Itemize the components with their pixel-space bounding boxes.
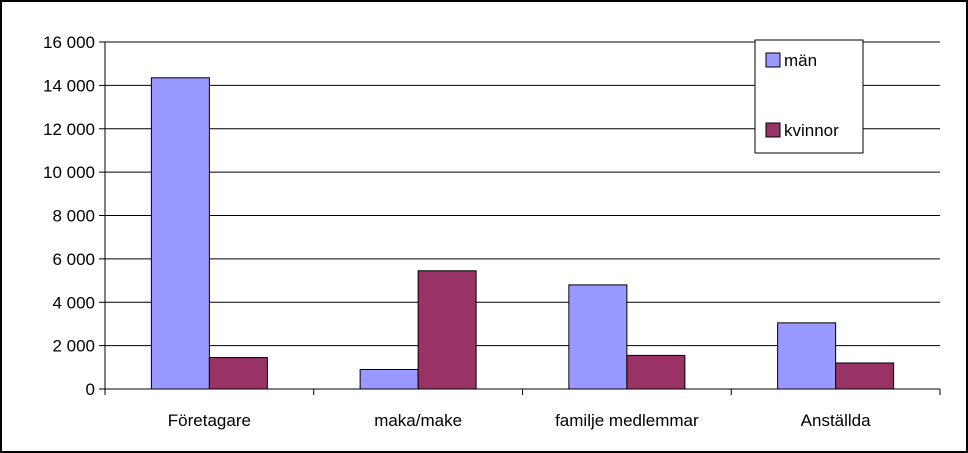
bar-man bbox=[359, 368, 419, 390]
legend-label: kvinnor bbox=[784, 121, 839, 140]
y-tick-label: 0 bbox=[86, 380, 95, 399]
bar-kvinnor bbox=[626, 354, 686, 390]
bar-man bbox=[777, 322, 837, 390]
bar-man bbox=[150, 77, 210, 390]
bar-kvinnor bbox=[208, 357, 268, 390]
x-category-label: Anställda bbox=[801, 411, 871, 430]
y-tick-label: 6 000 bbox=[52, 250, 95, 269]
bar-kvinnor bbox=[835, 362, 895, 390]
y-tick-label: 10 000 bbox=[43, 163, 95, 182]
legend-swatch bbox=[765, 122, 781, 138]
y-tick-label: 8 000 bbox=[52, 207, 95, 226]
y-tick-label: 12 000 bbox=[43, 120, 95, 139]
x-category-label: familje medlemmar bbox=[555, 411, 699, 430]
bar-kvinnor bbox=[417, 270, 477, 390]
bar-man bbox=[568, 284, 628, 390]
y-tick-label: 4 000 bbox=[52, 293, 95, 312]
y-tick-label: 14 000 bbox=[43, 76, 95, 95]
y-tick-label: 16 000 bbox=[43, 33, 95, 52]
y-tick-label: 2 000 bbox=[52, 337, 95, 356]
legend-swatch bbox=[765, 52, 781, 68]
x-category-label: maka/make bbox=[374, 411, 462, 430]
legend-label: män bbox=[784, 51, 817, 70]
x-category-label: Företagare bbox=[168, 411, 251, 430]
